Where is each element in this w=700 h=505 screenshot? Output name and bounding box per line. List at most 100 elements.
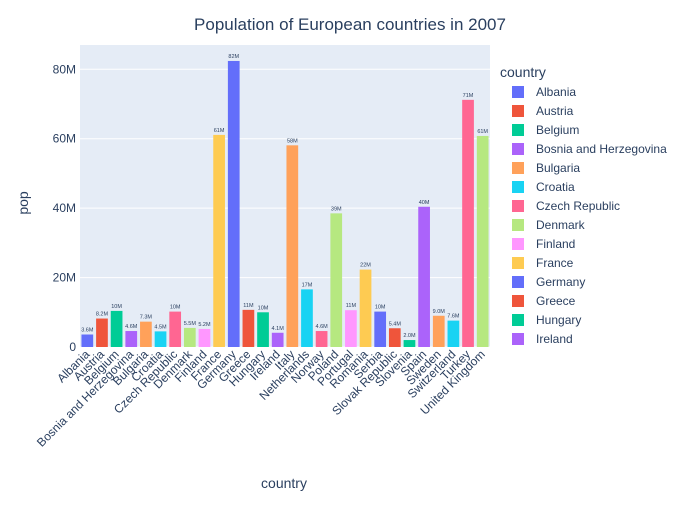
- bar-data-label: 4.1M: [272, 326, 285, 332]
- chart-title: Population of European countries in 2007: [194, 15, 506, 34]
- legend-label: Germany: [536, 275, 585, 289]
- legend-swatch: [512, 143, 524, 155]
- legend-swatch: [512, 238, 524, 250]
- legend-swatch: [512, 162, 524, 174]
- legend-item[interactable]: France: [512, 256, 574, 270]
- legend[interactable]: Albania Austria Belgium Bosnia and Herzegov…: [512, 85, 667, 346]
- bar-data-label: 5.2M: [198, 322, 211, 328]
- y-tick-label: 40M: [53, 201, 76, 215]
- bar-data-label: 61M: [477, 129, 488, 135]
- y-axis-ticks: 0 20M 40M 60M 80M: [53, 62, 77, 354]
- bar[interactable]: [403, 340, 416, 347]
- bar-data-label: 82M: [228, 54, 239, 60]
- legend-swatch: [512, 276, 524, 288]
- bar-data-label: 4.5M: [154, 324, 167, 330]
- bar[interactable]: [418, 206, 430, 347]
- bar-data-label: 22M: [360, 263, 371, 269]
- bar[interactable]: [154, 331, 167, 347]
- legend-title: country: [500, 64, 546, 80]
- bar[interactable]: [286, 145, 299, 347]
- bar[interactable]: [198, 328, 211, 347]
- bar-data-label: 10M: [375, 305, 386, 311]
- bar[interactable]: [271, 332, 284, 347]
- bar[interactable]: [374, 311, 387, 347]
- legend-item[interactable]: Hungary: [512, 313, 581, 327]
- legend-label: Bulgaria: [536, 161, 580, 175]
- y-axis-title: pop: [15, 191, 31, 215]
- bar[interactable]: [447, 320, 460, 347]
- bar-data-label: 7.6M: [447, 314, 460, 320]
- legend-item[interactable]: Germany: [512, 275, 585, 289]
- bar[interactable]: [257, 312, 269, 347]
- bar-data-label: 4.6M: [125, 324, 138, 330]
- x-axis-title: country: [261, 475, 307, 491]
- y-tick-label: 80M: [53, 62, 76, 76]
- legend-label: Finland: [536, 237, 575, 251]
- y-tick-label: 60M: [53, 132, 76, 146]
- legend-label: Albania: [536, 85, 576, 99]
- bar[interactable]: [81, 334, 94, 347]
- bar[interactable]: [213, 134, 225, 347]
- bar[interactable]: [462, 99, 474, 347]
- legend-item[interactable]: Austria: [512, 104, 574, 118]
- bar[interactable]: [242, 309, 255, 347]
- legend-label: Czech Republic: [536, 199, 620, 213]
- bar[interactable]: [388, 328, 401, 347]
- bar[interactable]: [301, 289, 313, 347]
- bar-data-label: 17M: [302, 282, 313, 288]
- legend-swatch: [512, 105, 524, 117]
- legend-swatch: [512, 314, 524, 326]
- bar[interactable]: [96, 318, 108, 347]
- legend-swatch: [512, 124, 524, 136]
- bar-data-label: 10M: [170, 305, 181, 311]
- bar[interactable]: [183, 327, 196, 347]
- bar[interactable]: [110, 310, 123, 347]
- bar[interactable]: [432, 315, 445, 347]
- legend-label: France: [536, 256, 574, 270]
- legend-label: Hungary: [536, 313, 581, 327]
- legend-item[interactable]: Finland: [512, 237, 575, 251]
- legend-swatch: [512, 200, 524, 212]
- legend-swatch: [512, 86, 524, 98]
- legend-label: Denmark: [536, 218, 586, 232]
- bar-data-label: 3.6M: [81, 328, 94, 334]
- bar[interactable]: [359, 269, 372, 347]
- legend-swatch: [512, 257, 524, 269]
- legend-item[interactable]: Bosnia and Herzegovina: [512, 142, 667, 156]
- bar[interactable]: [345, 310, 357, 347]
- bar[interactable]: [140, 321, 152, 347]
- bar-data-label: 71M: [463, 93, 474, 99]
- legend-item[interactable]: Denmark: [512, 218, 586, 232]
- bar-data-label: 5.4M: [389, 321, 402, 327]
- bar[interactable]: [476, 135, 489, 347]
- legend-item[interactable]: Czech Republic: [512, 199, 620, 213]
- legend-swatch: [512, 333, 524, 345]
- legend-swatch: [512, 219, 524, 231]
- bar[interactable]: [125, 331, 138, 347]
- bar-data-label: 5.5M: [184, 321, 197, 327]
- bar[interactable]: [315, 331, 328, 347]
- bars-group: [81, 60, 489, 348]
- bar-data-label: 40M: [419, 200, 430, 206]
- bar[interactable]: [330, 213, 343, 347]
- legend-item[interactable]: Ireland: [512, 332, 573, 346]
- legend-item[interactable]: Albania: [512, 85, 576, 99]
- legend-item[interactable]: Croatia: [512, 180, 575, 194]
- bar-data-label: 2.0M: [403, 333, 416, 339]
- legend-label: Ireland: [536, 332, 573, 346]
- legend-swatch: [512, 295, 524, 307]
- legend-item[interactable]: Greece: [512, 294, 576, 308]
- legend-label: Greece: [536, 294, 576, 308]
- y-tick-label: 0: [69, 340, 76, 354]
- bar[interactable]: [169, 311, 182, 347]
- bar-data-label: 4.6M: [315, 324, 328, 330]
- legend-item[interactable]: Belgium: [512, 123, 579, 137]
- legend-label: Belgium: [536, 123, 579, 137]
- bar[interactable]: [227, 60, 240, 348]
- bar-data-label: 39M: [331, 206, 342, 212]
- legend-item[interactable]: Bulgaria: [512, 161, 580, 175]
- legend-label: Croatia: [536, 180, 575, 194]
